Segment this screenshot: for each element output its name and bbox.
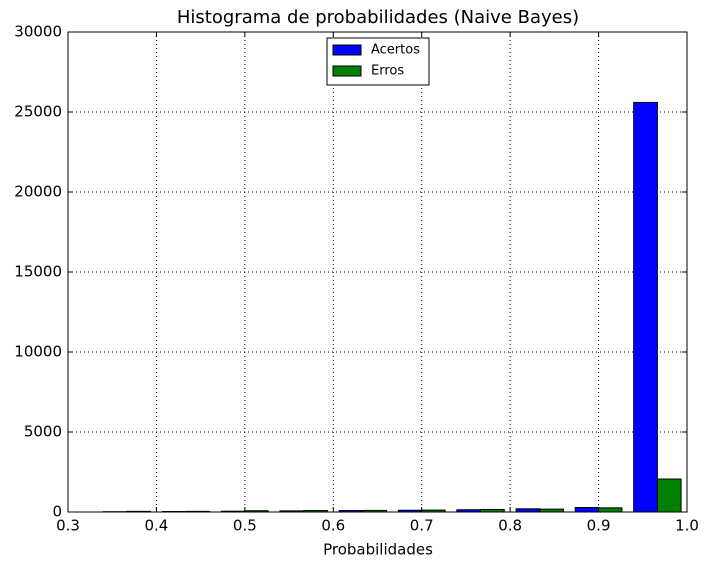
y-tick-label: 20000 (14, 183, 62, 201)
legend-swatch (333, 66, 361, 76)
x-tick-label: 0.5 (233, 517, 257, 535)
legend-label: Erros (371, 64, 404, 79)
y-tick-label: 10000 (14, 343, 62, 361)
y-tick-label: 5000 (24, 423, 62, 441)
x-tick-label: 0.6 (321, 517, 345, 535)
bar (657, 479, 681, 512)
x-tick-label: 1.0 (675, 517, 699, 535)
y-tick-label: 15000 (14, 263, 62, 281)
y-tick-label: 25000 (14, 103, 62, 121)
chart-title: Histograma de probabilidades (Naive Baye… (177, 7, 579, 28)
bar (634, 102, 658, 512)
x-tick-label: 0.9 (587, 517, 611, 535)
bar (599, 508, 622, 512)
x-axis-label: Probabilidades (323, 541, 433, 559)
y-tick-label: 30000 (14, 23, 62, 41)
x-tick-label: 0.3 (56, 517, 80, 535)
x-tick-label: 0.7 (410, 517, 434, 535)
legend-swatch (333, 45, 361, 55)
x-tick-label: 0.8 (498, 517, 522, 535)
x-tick-label: 0.4 (144, 517, 168, 535)
legend-label: Acertos (371, 43, 420, 58)
bar (575, 508, 598, 512)
